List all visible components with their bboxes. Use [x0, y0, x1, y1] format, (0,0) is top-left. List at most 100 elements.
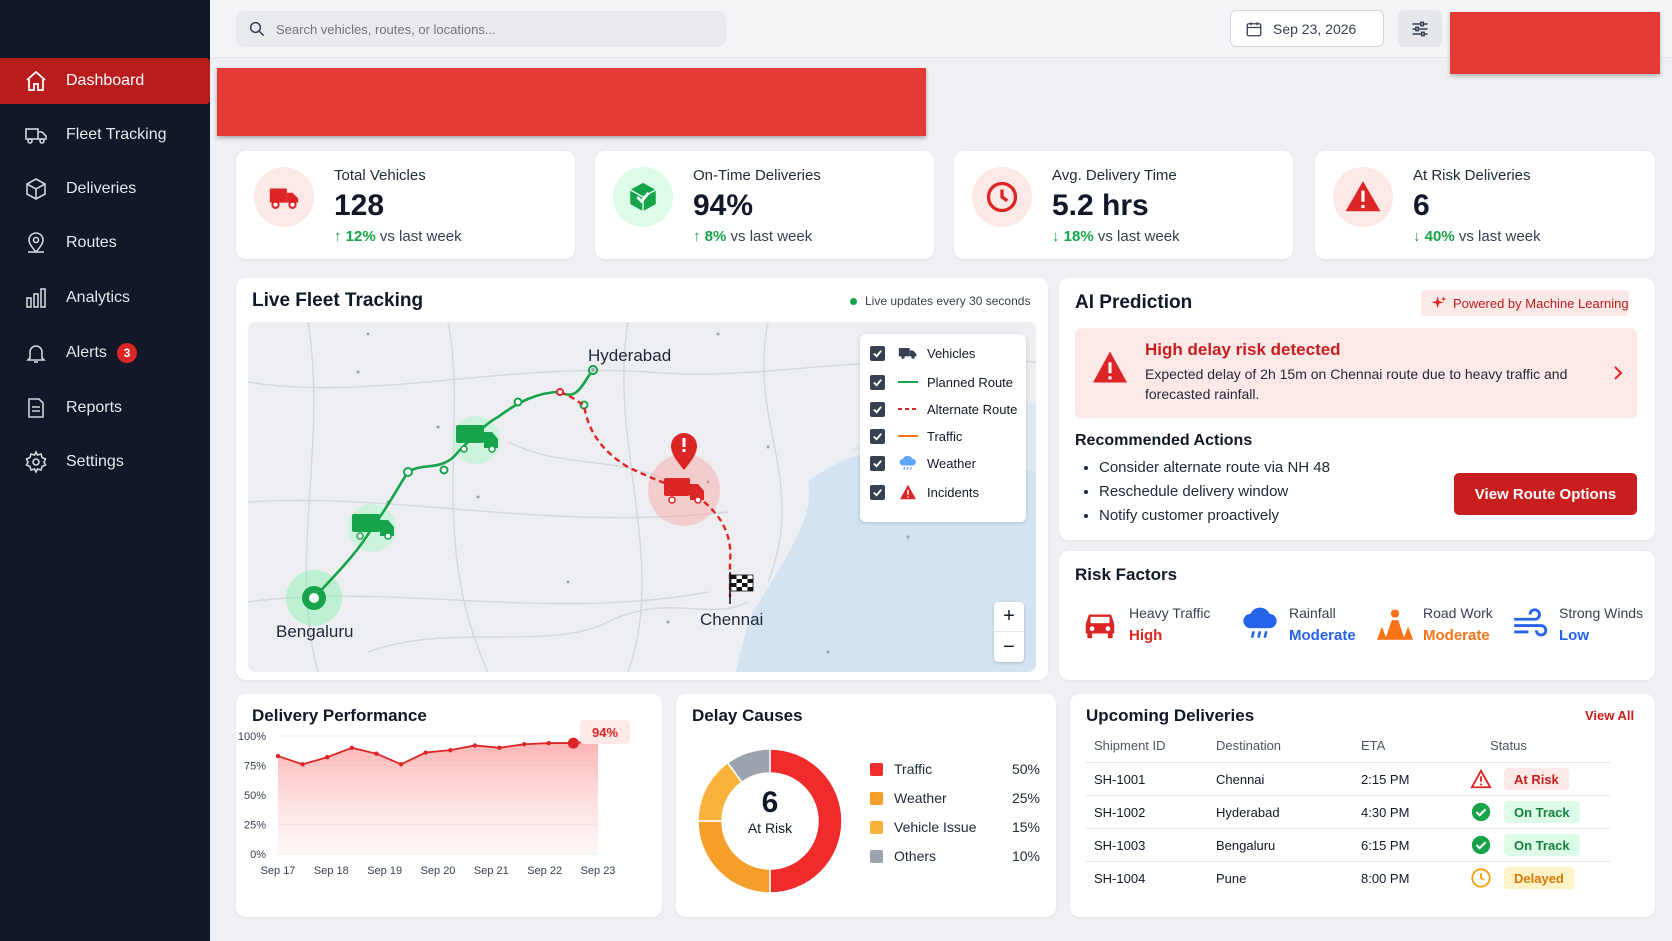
data-point[interactable] [325, 755, 330, 760]
date-picker[interactable]: Sep 23, 2026 [1230, 10, 1384, 47]
status-badge: On Track [1504, 801, 1580, 823]
x-tick-label: Sep 20 [421, 865, 456, 877]
legend-alternate-route[interactable]: Alternate Route [870, 398, 1017, 420]
sidebar-item-analytics[interactable]: Analytics [0, 275, 210, 321]
data-point[interactable] [448, 747, 453, 753]
search-box[interactable] [236, 11, 726, 47]
sidebar-item-fleet-tracking[interactable]: Fleet Tracking [0, 112, 210, 158]
column-header[interactable]: Status [1490, 738, 1527, 753]
kpi-change-percent: ↓ 18% [1052, 228, 1094, 245]
destination: Hyderabad [1216, 805, 1280, 820]
legend-label: Weather [927, 455, 976, 471]
zoom-in-button[interactable]: + [994, 602, 1024, 632]
kpi-label: Total Vehicles [334, 167, 426, 184]
vehicle-marker[interactable] [456, 425, 498, 453]
sidebar: Dashboard Fleet Tracking Deliveries Rout… [0, 0, 210, 941]
vehicle-marker-at-risk[interactable] [664, 478, 704, 504]
filter-button[interactable] [1398, 10, 1442, 47]
x-tick-label: Sep 23 [581, 865, 616, 877]
legend-item: Others 10% [870, 847, 1040, 867]
search-icon [249, 21, 265, 37]
car-icon [1085, 614, 1115, 639]
sidebar-item-label: Deliveries [66, 180, 137, 197]
table-row[interactable]: SH-1002 Hyderabad 4:30 PM On Track [1086, 795, 1610, 828]
donut-slice[interactable] [769, 748, 843, 894]
checkbox-icon[interactable] [870, 428, 885, 444]
data-point[interactable] [472, 743, 478, 748]
live-fleet-card: Live Fleet Tracking Live updates every 3… [236, 278, 1048, 680]
checkbox-icon[interactable] [870, 345, 885, 361]
kpi-card-at-risk[interactable]: At Risk Deliveries 6 ↓ 40% vs last week [1315, 151, 1655, 259]
checkbox-icon[interactable] [870, 374, 885, 390]
kpi-card-total-vehicles[interactable]: Total Vehicles 128 ↑ 12% vs last week [236, 151, 575, 259]
shipment-id: SH-1004 [1094, 871, 1146, 886]
document-icon [28, 398, 44, 418]
column-header[interactable]: Shipment ID [1094, 738, 1166, 753]
delay-alert[interactable]: High delay risk detected Expected delay … [1075, 328, 1637, 418]
map-view[interactable]: Hyderabad Bengaluru Chennai Vehicles Pla… [248, 322, 1036, 672]
view-all-link[interactable]: View All [1585, 708, 1635, 723]
risk-level: Low [1559, 627, 1589, 644]
card-title: AI Prediction [1075, 292, 1193, 313]
top-bar: Sep 23, 2026 [210, 0, 1672, 58]
legend-incidents[interactable]: Incidents [870, 481, 979, 503]
sidebar-item-dashboard[interactable]: Dashboard [0, 58, 210, 104]
truck-icon [254, 167, 314, 227]
traffic-line-icon [897, 428, 919, 444]
legend-label: Alternate Route [927, 401, 1018, 417]
legend-vehicles[interactable]: Vehicles [870, 342, 975, 364]
data-point[interactable] [497, 745, 502, 750]
data-point[interactable] [567, 737, 579, 749]
data-point[interactable] [275, 753, 281, 759]
sidebar-item-alerts[interactable]: Alerts 3 [0, 330, 210, 376]
table-row[interactable]: SH-1001 Chennai 2:15 PM At Risk [1086, 762, 1610, 795]
sidebar-item-reports[interactable]: Reports [0, 385, 210, 431]
column-header[interactable]: Destination [1216, 738, 1282, 753]
checkbox-icon[interactable] [870, 401, 885, 417]
search-input[interactable] [276, 21, 696, 37]
zoom-out-button[interactable]: − [1003, 635, 1015, 658]
table-row[interactable]: SH-1003 Bengaluru 6:15 PM On Track [1086, 828, 1610, 861]
table-row[interactable]: SH-1004 Pune 8:00 PM Delayed [1086, 861, 1610, 894]
performance-callout: 94% [580, 720, 630, 744]
chevron-right-icon[interactable] [1611, 364, 1625, 382]
data-point[interactable] [300, 762, 305, 767]
column-header[interactable]: ETA [1361, 738, 1386, 753]
y-tick-label: 100% [238, 731, 266, 743]
kpi-card-on-time[interactable]: On-Time Deliveries 94% ↑ 8% vs last week [595, 151, 934, 259]
sidebar-item-routes[interactable]: Routes [0, 220, 210, 266]
sidebar-item-settings[interactable]: Settings [0, 439, 210, 485]
checkbox-icon[interactable] [870, 484, 885, 500]
alternate-route [559, 390, 732, 597]
view-route-options-button[interactable]: View Route Options [1454, 473, 1637, 515]
legend-traffic[interactable]: Traffic [870, 425, 962, 447]
kpi-change-suffix: vs last week [730, 228, 813, 245]
data-point[interactable] [374, 751, 379, 756]
incident-pin[interactable] [671, 433, 697, 470]
legend-swatch [870, 763, 883, 776]
eta: 8:00 PM [1361, 871, 1410, 886]
calendar-icon [1246, 21, 1262, 36]
checkbox-icon[interactable] [870, 455, 885, 471]
kpi-value: 128 [334, 189, 385, 222]
kpi-card-avg-delivery[interactable]: Avg. Delivery Time 5.2 hrs ↓ 18% vs last… [954, 151, 1293, 259]
kpi-change-suffix: vs last week [379, 228, 462, 245]
sparkle-icon [1431, 296, 1447, 309]
donut-center-label: At Risk [747, 820, 793, 836]
clock-icon [972, 167, 1032, 227]
sidebar-item-deliveries[interactable]: Deliveries [0, 166, 210, 212]
legend-planned-route[interactable]: Planned Route [870, 371, 1013, 393]
destination-flag [729, 572, 754, 604]
sidebar-item-label: Settings [66, 453, 124, 470]
data-point[interactable] [349, 745, 355, 750]
truck-icon [897, 345, 919, 361]
vehicle-marker[interactable] [352, 514, 394, 540]
data-point[interactable] [546, 740, 551, 746]
donut-slice[interactable] [726, 748, 771, 784]
legend-item: Weather 25% [870, 789, 1040, 809]
data-point[interactable] [521, 742, 527, 747]
data-point[interactable] [423, 750, 428, 755]
legend-weather[interactable]: Weather [870, 452, 976, 474]
data-point[interactable] [398, 762, 404, 767]
list-item: Reschedule delivery window [1099, 480, 1330, 504]
